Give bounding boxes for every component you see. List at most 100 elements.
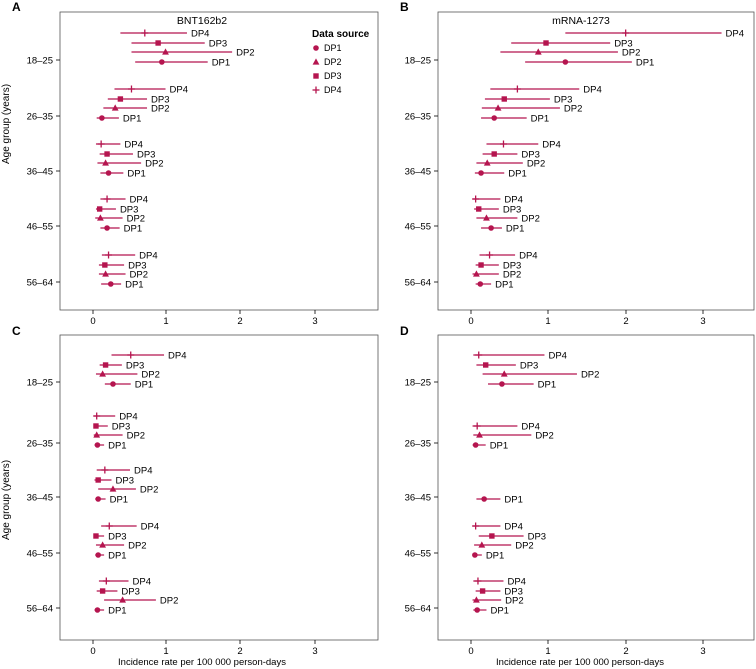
legend-label-dp2: DP2 [324,57,342,67]
panel-a-36-45-dp1-point [105,170,112,176]
legend-label-dp4: DP4 [324,85,342,95]
panel-c-36-45-dp2-label: DP2 [140,485,158,496]
panel-a-56-64-dp2-label: DP2 [130,270,148,281]
panel-c-18-25-dp3-label: DP3 [126,361,144,372]
panel-d-26-35-dp2-point [476,431,483,438]
panel-b-26-35-dp4-point [513,85,521,93]
panel-c-26-35-dp3-point [93,423,99,429]
panel-c-46-55-dp3-label: DP3 [108,532,126,543]
panel-d-36-45-dp1-label: DP1 [504,495,522,506]
panel-c-x-tick-label-0: 0 [90,646,95,657]
panel-d-18-25-dp4-label: DP4 [548,351,566,362]
panel-c-18-25-dp3-point [102,362,109,368]
panel-b-26-35-dp1-label: DP1 [531,114,549,125]
panel-b-56-64-dp4-label: DP4 [519,251,537,262]
panel-a-56-64-dp1-label: DP1 [125,280,143,291]
panel-c-y-tick-label-56-64: 56–64 [27,604,53,615]
panel-c-36-45-dp1-point [95,496,101,502]
panel-b-56-64-dp4-point [486,251,494,259]
panel-a-36-45-dp2-point [102,159,109,166]
panel-c-18-25-dp1-point [110,381,116,387]
panel-a-56-64-dp3-label: DP3 [128,261,146,272]
panel-d-y-tick-label-36-45: 36–45 [405,493,431,504]
panel-d-18-25-dp3-label: DP3 [520,361,538,372]
legend-marker-dp1 [313,45,319,51]
panel-b-18-25-dp1-label: DP1 [636,58,654,69]
panel-a-26-35-dp2-point [111,104,119,111]
panel-c-26-35-dp2-label: DP2 [127,431,145,442]
panel-c-36-45-dp4-label: DP4 [134,466,152,477]
panel-a-36-45-dp3-point [104,151,110,157]
panel-d-frame [437,334,755,641]
panel-a-26-35-dp2-label: DP2 [151,104,169,115]
panel-b-x-tick-label-0: 0 [468,316,473,327]
panel-b-36-45-dp3-label: DP3 [521,150,539,161]
panel-a-y-tick-label-18-25: 18–25 [27,56,53,67]
panel-b-26-35-dp1-point [491,115,498,121]
panel-c-46-55-dp4-label: DP4 [141,522,159,533]
legend-label-dp3: DP3 [324,71,342,81]
panel-a-letter: A [12,0,21,14]
panel-c-26-35-dp1-label: DP1 [108,441,126,452]
panel-a-18-25-dp1-label: DP1 [212,58,230,69]
panel-a-26-35-dp1-point [99,115,105,121]
panel-b-56-64-dp3-point [478,262,484,268]
panel-c-x-tick-label-3: 3 [312,646,317,657]
panel-c-18-25-dp2-point [99,370,107,377]
panel-a-36-45-dp4-label: DP4 [124,140,142,151]
panel-b-26-35-dp3-label: DP3 [554,95,572,106]
panel-a-36-45-dp4-point [97,140,105,148]
panel-a-46-55-dp3-label: DP3 [120,205,138,216]
panel-b-18-25-dp4-point [622,29,630,37]
panel-b-56-64-dp1-point [477,281,484,287]
panel-a-title: BNT162b2 [177,15,227,27]
panel-d-56-64-dp1-label: DP1 [490,606,508,617]
panel-d-46-55-dp2-label: DP2 [515,541,533,552]
panel-c-56-64-dp1-point [94,607,101,613]
panel-b-18-25-dp2-point [534,48,542,55]
panel-c-46-55-dp1-point [95,552,101,558]
panel-b-56-64-dp2-point [473,270,480,277]
panel-a-26-35-dp3-point [117,96,124,102]
legend-title: Data source [312,29,370,40]
panel-c-26-35-dp2-point [93,431,101,438]
panel-a-56-64-dp3-point [102,262,108,268]
panel-b-36-45-dp3-point [491,151,497,157]
panel-a: A BNT162b2 0 1 2 3 18–25 26–35 36–45 46–55 56–64 DP… [12,0,379,327]
panel-c-18-25-dp2-label: DP2 [141,370,159,381]
panel-b-46-55-dp2-label: DP2 [521,214,539,225]
panel-d-56-64-dp4-point [474,577,482,585]
panel-a-frame [59,11,379,311]
panel-d-56-64-dp1-point [474,607,480,613]
panel-d-56-64-dp2-label: DP2 [505,596,523,607]
legend-marker-dp4 [312,86,320,94]
panel-b-18-25-dp4-label: DP4 [726,29,744,40]
legend-marker-dp2 [312,58,320,65]
panel-c-26-35-dp3-label: DP3 [112,422,130,433]
panel-c-y-tick-label-26-35: 26–35 [27,439,53,450]
panel-b-26-35-dp3-point [501,96,507,102]
panel-a-46-55-dp2-point [97,214,104,221]
panel-b-56-64-dp1-label: DP1 [495,280,513,291]
panel-a-46-55-dp4-label: DP4 [130,195,148,206]
panel-c-18-25-dp1-label: DP1 [135,380,153,391]
panel-d-56-64-dp2-point [473,596,480,603]
panel-b-46-55-dp3-point [476,206,482,212]
legend-marker-dp3 [313,73,319,79]
panel-b-36-45-dp1-label: DP1 [508,169,526,180]
y-axis-label-bottom: Age group (years) [1,460,12,540]
panel-b-frame [437,11,755,311]
panel-d-46-55-dp3-point [489,533,495,539]
panel-c-56-64-dp3-label: DP3 [121,587,139,598]
panel-a-18-25-dp2-point [162,48,169,55]
panel-b-36-45-dp2-point [483,159,491,166]
panel-c-56-64-dp3-point [99,588,106,594]
